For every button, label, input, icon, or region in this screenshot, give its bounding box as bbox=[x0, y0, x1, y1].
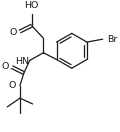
Text: O: O bbox=[9, 81, 16, 90]
Text: O: O bbox=[2, 62, 9, 71]
Text: HN: HN bbox=[15, 57, 29, 66]
Text: Br: Br bbox=[108, 35, 118, 44]
Text: O: O bbox=[10, 28, 17, 37]
Text: HO: HO bbox=[24, 1, 39, 10]
